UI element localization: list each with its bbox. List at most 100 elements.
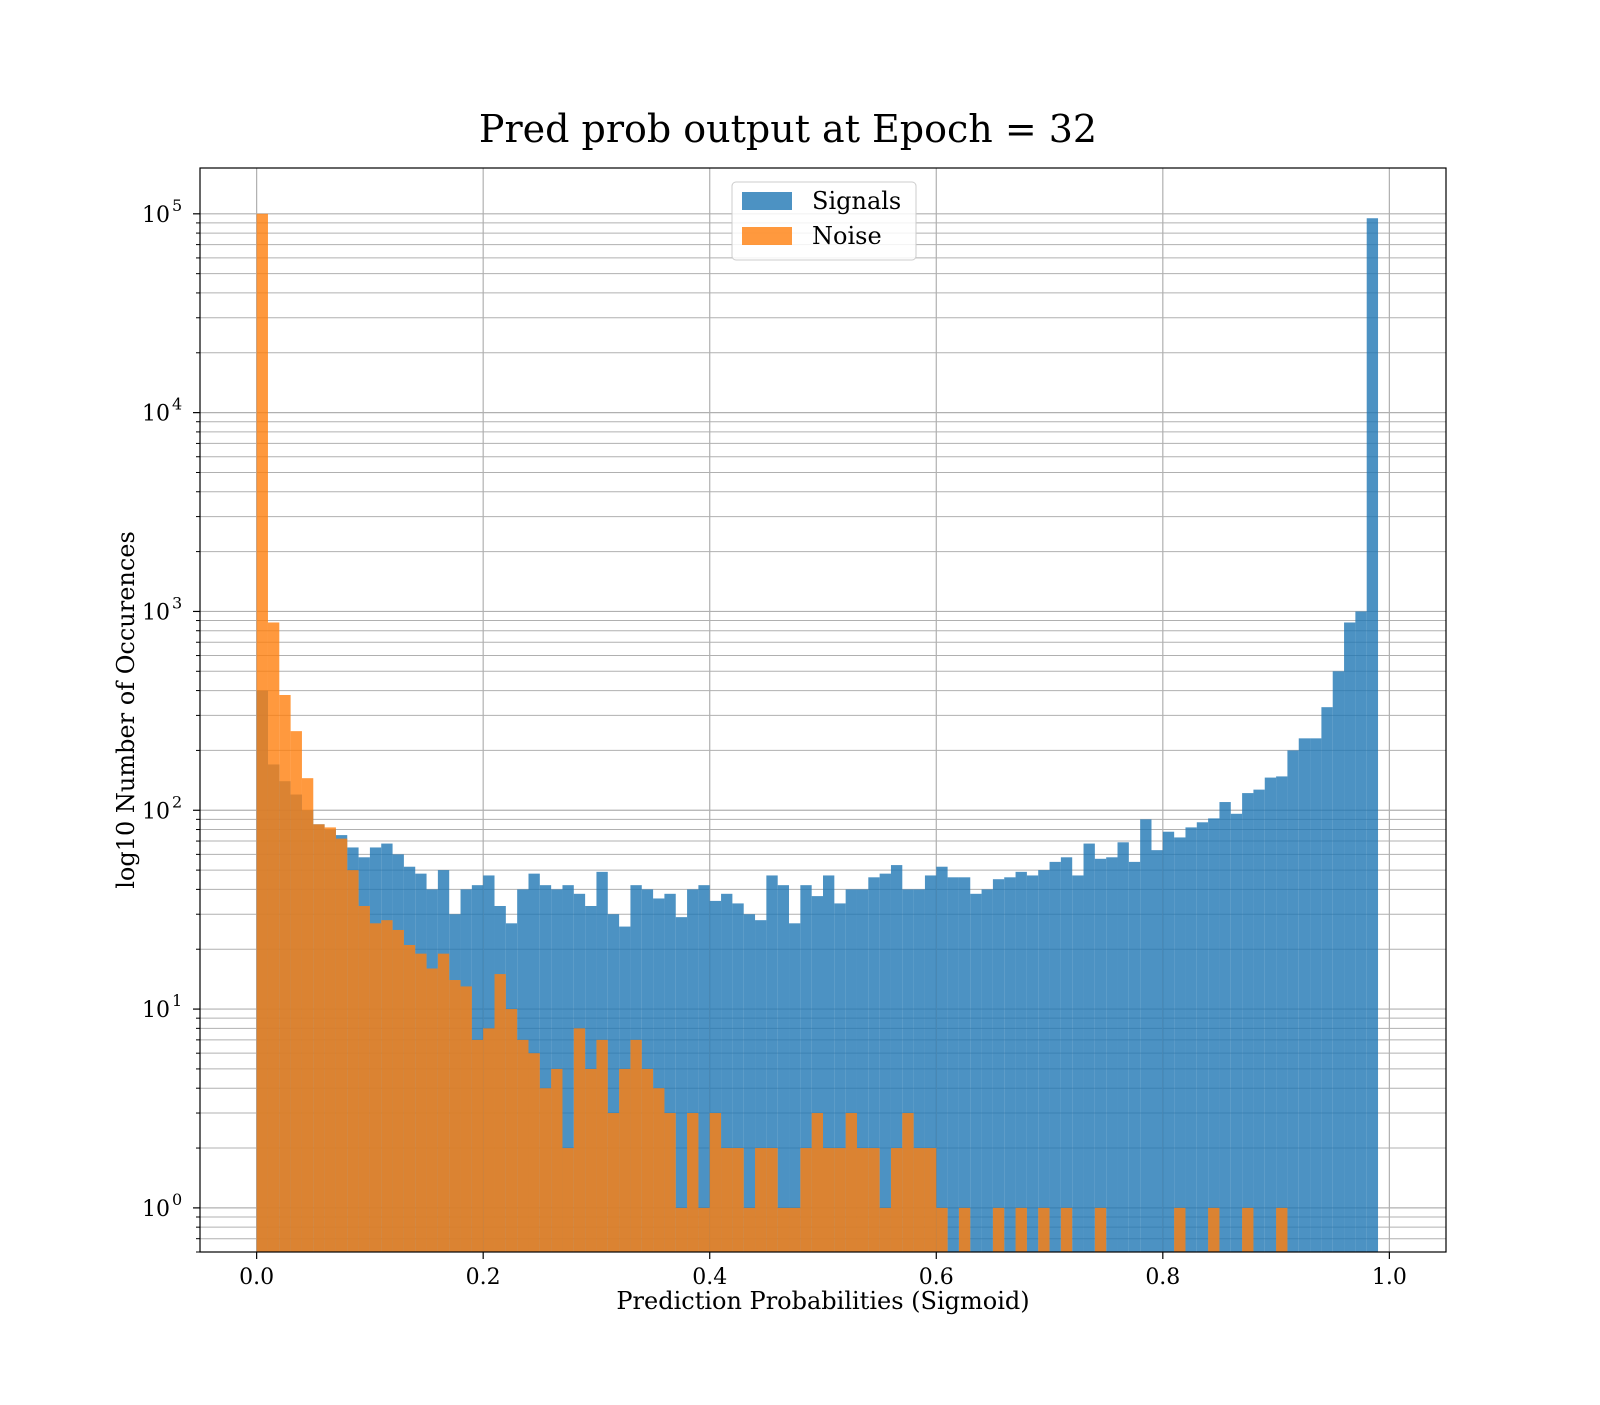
- bar-signals: [687, 889, 699, 1252]
- bar-noise: [335, 838, 348, 1252]
- bar-signals: [868, 877, 880, 1252]
- bar-signals: [1128, 861, 1141, 1252]
- bar-noise: [573, 1028, 586, 1252]
- bar-noise: [664, 1113, 676, 1252]
- bar-noise: [641, 1068, 654, 1252]
- bar-signals: [721, 893, 733, 1252]
- bar-signals: [698, 885, 710, 1252]
- bar-noise: [653, 1088, 665, 1252]
- bar-signals: [755, 920, 767, 1252]
- bar-signals: [1276, 776, 1288, 1252]
- bar-signals: [1094, 858, 1107, 1252]
- bar-signals: [743, 914, 756, 1252]
- bar-noise: [630, 1039, 642, 1252]
- y-tick-exponent: 1: [172, 991, 182, 1010]
- bar-signals: [1332, 671, 1345, 1252]
- bar-signals: [970, 893, 982, 1252]
- bar-noise: [789, 1207, 801, 1252]
- bar-noise: [585, 1068, 597, 1252]
- bar-signals: [1366, 218, 1379, 1253]
- y-tick-exponent: 4: [172, 395, 182, 414]
- bar-noise: [687, 1113, 699, 1252]
- legend-label-signals: Signals: [812, 187, 901, 215]
- bar-signals: [653, 898, 665, 1252]
- bar-signals: [1355, 611, 1367, 1252]
- bar-noise: [1174, 1207, 1186, 1252]
- bar-signals: [1162, 831, 1175, 1252]
- bar-noise: [698, 1207, 710, 1252]
- bar-noise: [505, 1009, 518, 1252]
- bar-noise: [856, 1148, 869, 1252]
- bar-noise: [596, 1039, 608, 1252]
- bar-noise: [845, 1113, 857, 1252]
- y-tick-exponent: 0: [172, 1190, 182, 1209]
- bar-noise: [358, 905, 370, 1252]
- bar-signals: [1185, 827, 1197, 1252]
- legend-label-noise: Noise: [812, 222, 882, 250]
- bar-signals: [1264, 777, 1277, 1252]
- bar-noise: [1038, 1207, 1050, 1252]
- bar-noise: [721, 1148, 733, 1252]
- bar-signals: [856, 889, 869, 1252]
- bar-noise: [766, 1148, 778, 1252]
- bar-noise: [811, 1113, 823, 1252]
- bar-signals: [709, 900, 722, 1252]
- bar-noise: [755, 1148, 767, 1252]
- y-axis-label: log10 Number of Occurences: [112, 531, 140, 889]
- y-tick-label: 10: [142, 402, 170, 427]
- bar-noise: [460, 986, 472, 1252]
- bar-signals: [1310, 738, 1322, 1252]
- y-tick-label: 10: [142, 600, 170, 625]
- x-tick-label: 0.2: [466, 1265, 501, 1290]
- bar-noise: [868, 1148, 880, 1252]
- bar-signals: [607, 914, 620, 1252]
- bar-signals: [1004, 877, 1016, 1252]
- y-tick-label: 10: [142, 998, 170, 1023]
- y-tick-exponent: 2: [172, 792, 182, 811]
- bar-noise: [290, 731, 302, 1252]
- bar-noise: [324, 827, 336, 1252]
- bar-noise: [528, 1053, 540, 1252]
- bar-signals: [1106, 857, 1118, 1252]
- bar-noise: [392, 929, 404, 1252]
- bar-noise: [551, 1068, 563, 1252]
- bar-signals: [958, 877, 971, 1252]
- bar-signals: [936, 866, 948, 1252]
- bar-signals: [1015, 871, 1027, 1252]
- bar-signals: [800, 885, 812, 1252]
- bar-noise: [313, 824, 325, 1252]
- x-tick-label: 0.4: [692, 1265, 727, 1290]
- bar-signals: [890, 865, 903, 1252]
- bar-signals: [789, 923, 801, 1252]
- x-tick-label: 1.0: [1372, 1265, 1407, 1290]
- bar-noise: [562, 1148, 574, 1252]
- bar-signals: [811, 896, 823, 1252]
- bar-noise: [267, 622, 280, 1252]
- bar-noise: [517, 1039, 529, 1252]
- chart-title: Pred prob output at Epoch = 32: [479, 107, 1097, 151]
- bar-signals: [913, 889, 925, 1252]
- bar-signals: [1344, 622, 1356, 1252]
- bar-noise: [890, 1148, 903, 1252]
- bar-noise: [539, 1088, 552, 1252]
- bar-signals: [1117, 842, 1129, 1252]
- bar-signals: [823, 875, 835, 1252]
- bar-signals: [981, 889, 993, 1252]
- bar-noise: [369, 923, 382, 1252]
- bar-noise: [403, 945, 416, 1252]
- legend-swatch-noise: [742, 227, 792, 245]
- x-tick-label: 0.8: [1145, 1265, 1180, 1290]
- bar-noise: [256, 213, 268, 1252]
- bar-signals: [1151, 850, 1163, 1252]
- bar-noise: [1276, 1207, 1288, 1252]
- y-tick-exponent: 3: [172, 593, 182, 612]
- bar-signals: [1072, 875, 1084, 1252]
- bar-noise: [902, 1113, 914, 1252]
- bar-signals: [1083, 843, 1095, 1252]
- bar-noise: [426, 968, 438, 1252]
- bar-signals: [1060, 857, 1073, 1252]
- bar-noise: [732, 1148, 744, 1252]
- bar-noise: [437, 953, 450, 1252]
